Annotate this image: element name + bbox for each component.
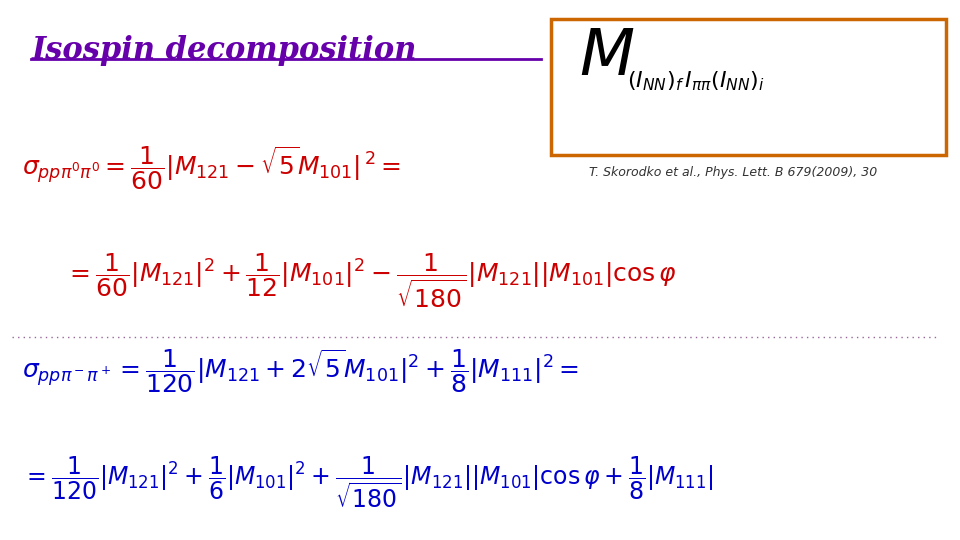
Text: $= \dfrac{1}{120}|M_{121}|^2 + \dfrac{1}{6}|M_{101}|^2 + \dfrac{1}{\sqrt{180}}|M: $= \dfrac{1}{120}|M_{121}|^2 + \dfrac{1}… <box>22 454 713 510</box>
Text: $\mathit{M}$: $\mathit{M}$ <box>579 27 635 88</box>
Text: $(I_{NN})_f\, I_{\pi\pi}(I_{NN})_i$: $(I_{NN})_f\, I_{\pi\pi}(I_{NN})_i$ <box>627 70 765 93</box>
Text: $= \dfrac{1}{60}|M_{121}|^2 + \dfrac{1}{12}|M_{101}|^2 - \dfrac{1}{\sqrt{180}}|M: $= \dfrac{1}{60}|M_{121}|^2 + \dfrac{1}{… <box>64 251 677 310</box>
FancyBboxPatch shape <box>550 19 946 155</box>
Text: T. Skorodko et al., Phys. Lett. B 679(2009), 30: T. Skorodko et al., Phys. Lett. B 679(20… <box>588 166 876 179</box>
Text: $\sigma_{pp\pi^0\pi^0} = \dfrac{1}{60}|M_{121} - \sqrt{5}M_{101}|^{\,2} =$: $\sigma_{pp\pi^0\pi^0} = \dfrac{1}{60}|M… <box>22 144 401 192</box>
Text: $\sigma_{pp\pi^-\pi^+} = \dfrac{1}{120}|M_{121} + 2\sqrt{5}M_{101}|^2 + \dfrac{1: $\sigma_{pp\pi^-\pi^+} = \dfrac{1}{120}|… <box>22 348 579 395</box>
Text: Isospin decomposition: Isospin decomposition <box>32 35 417 66</box>
